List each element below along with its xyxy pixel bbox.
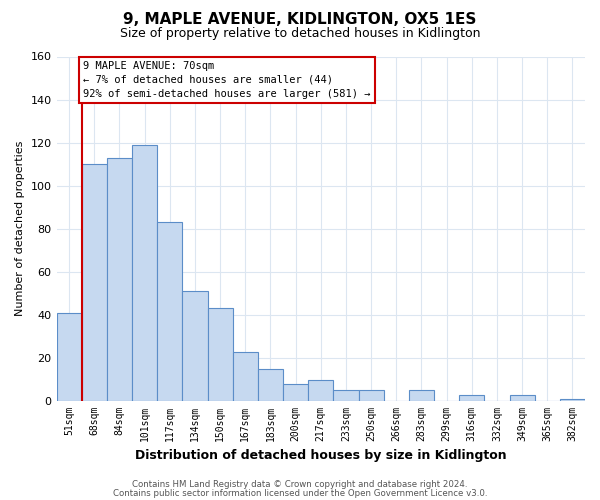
Bar (56, 313, 82, 401)
Bar (132, 145, 157, 401)
Bar (208, 308, 233, 401)
Text: Size of property relative to detached houses in Kidlington: Size of property relative to detached ho… (120, 28, 480, 40)
Bar (283, 384, 308, 401)
Bar (107, 158, 132, 401)
X-axis label: Distribution of detached houses by size in Kidlington: Distribution of detached houses by size … (135, 450, 506, 462)
Bar (308, 380, 334, 401)
Bar (258, 369, 283, 401)
Text: Contains HM Land Registry data © Crown copyright and database right 2024.: Contains HM Land Registry data © Crown c… (132, 480, 468, 489)
Bar (459, 394, 484, 401)
Bar (359, 390, 383, 401)
Bar (157, 222, 182, 401)
Text: Contains public sector information licensed under the Open Government Licence v3: Contains public sector information licen… (113, 489, 487, 498)
Bar (182, 291, 208, 401)
Text: 9 MAPLE AVENUE: 70sqm
← 7% of detached houses are smaller (44)
92% of semi-detac: 9 MAPLE AVENUE: 70sqm ← 7% of detached h… (83, 61, 370, 99)
Bar (409, 390, 434, 401)
Bar (509, 394, 535, 401)
Bar (560, 399, 585, 401)
Y-axis label: Number of detached properties: Number of detached properties (15, 141, 25, 316)
Bar (233, 352, 258, 401)
Bar (82, 164, 107, 401)
Text: 9, MAPLE AVENUE, KIDLINGTON, OX5 1ES: 9, MAPLE AVENUE, KIDLINGTON, OX5 1ES (124, 12, 476, 28)
Bar (334, 390, 359, 401)
